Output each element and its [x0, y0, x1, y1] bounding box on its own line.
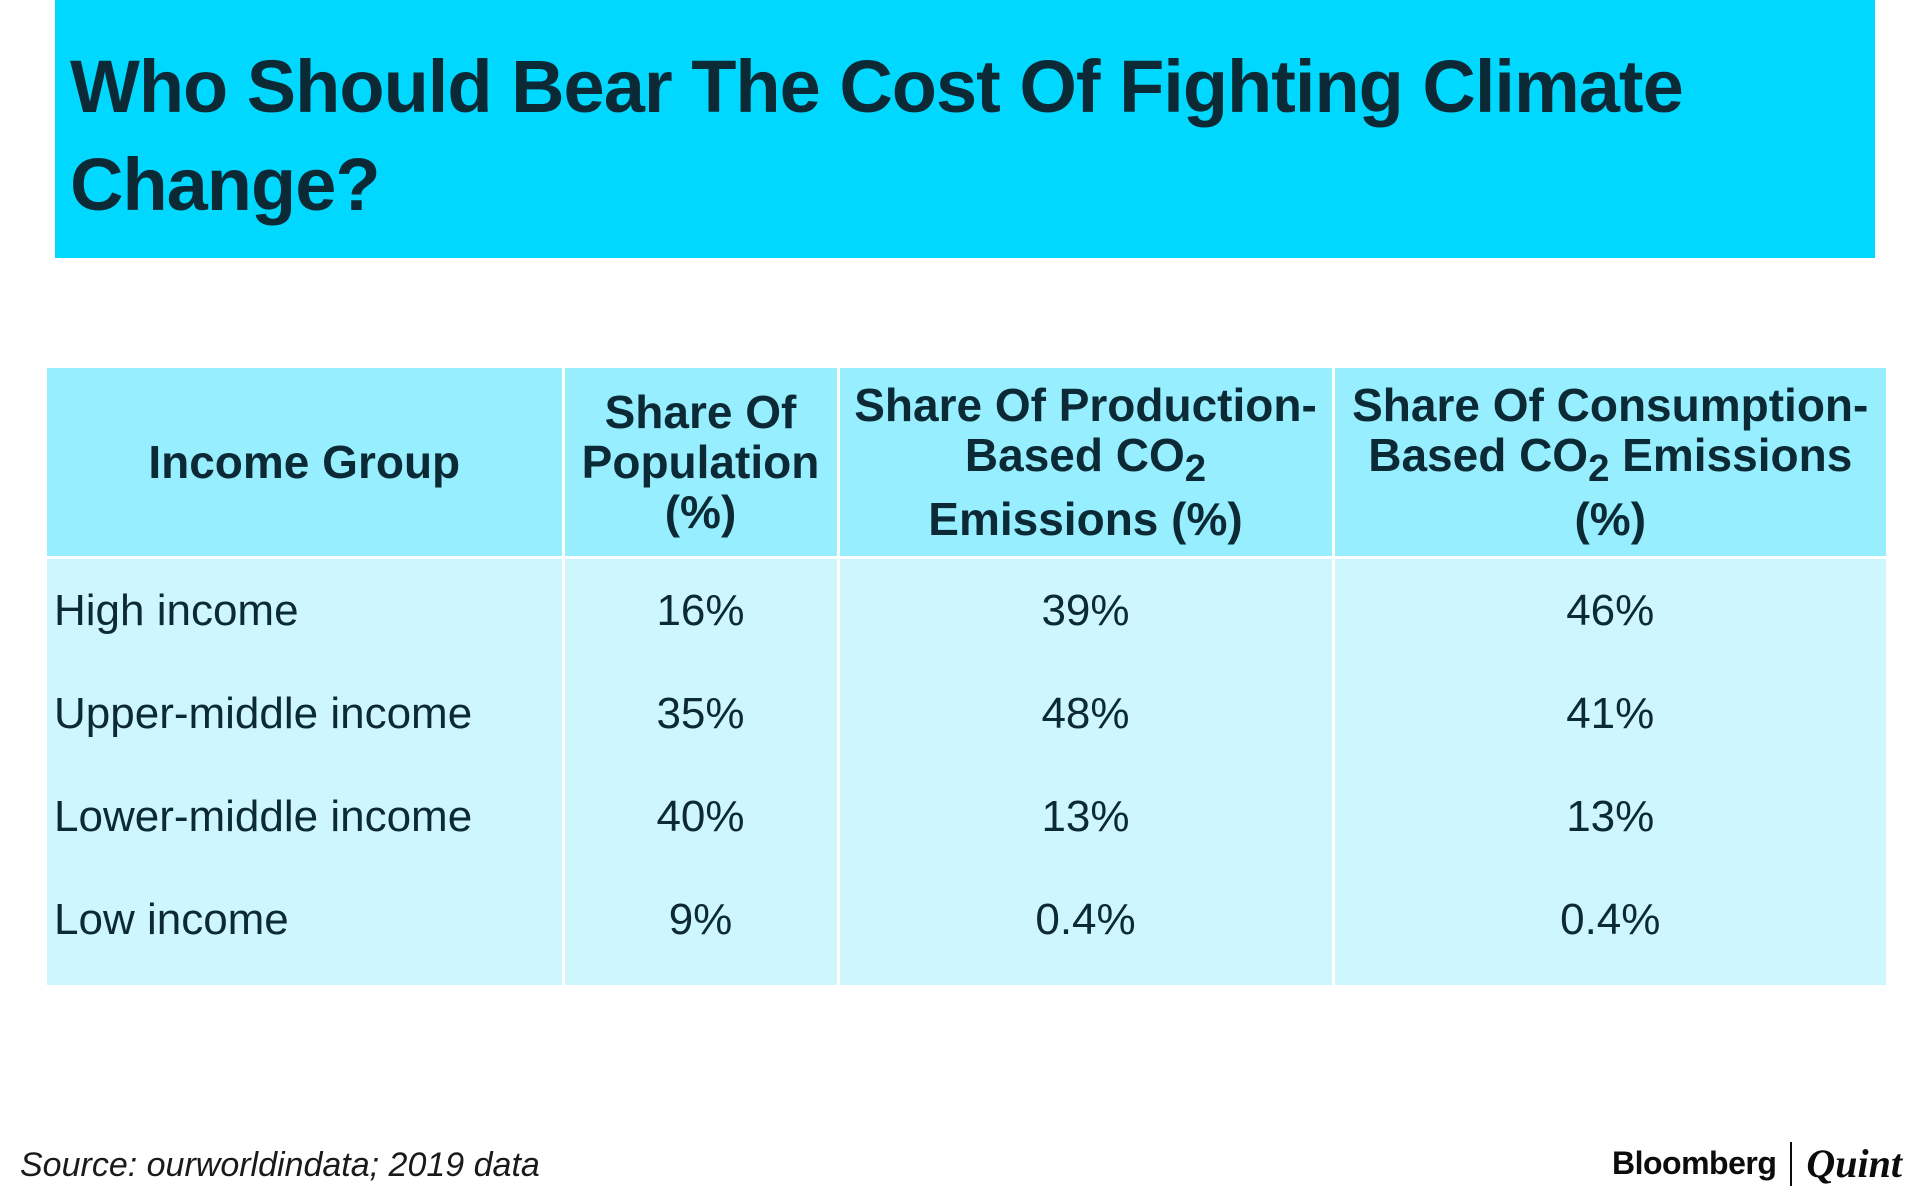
column-header-population: Share Of Population (%) — [563, 368, 840, 559]
brand-divider — [1790, 1141, 1793, 1186]
source-note: Source: ourworldindata; 2019 data — [20, 1146, 540, 1184]
cell-income-group: Low income — [47, 868, 565, 985]
table-row: Upper-middle income 35% 48% 41% — [47, 662, 1886, 765]
column-header-text: Share Of Population (%) — [581, 386, 820, 538]
column-header-production: Share Of Production-Based CO2 Emissions … — [838, 368, 1335, 559]
column-header-text: Emissions (%) — [928, 493, 1243, 546]
brand-quint: Quint — [1806, 1141, 1902, 1186]
title-band — [55, 0, 1875, 258]
cell-income-group: Upper-middle income — [47, 662, 565, 765]
cell-production: 48% — [838, 662, 1335, 765]
cell-income-group: High income — [47, 557, 565, 662]
subscript: 2 — [1588, 447, 1610, 491]
subscript: 2 — [1184, 447, 1207, 491]
cell-income-group: Lower-middle income — [47, 765, 565, 868]
column-header-text: Share Of Production-Based CO — [854, 378, 1317, 481]
cell-population: 40% — [563, 765, 840, 868]
cell-production: 39% — [838, 557, 1335, 662]
table-row: High income 16% 39% 46% — [47, 557, 1886, 662]
cell-production: 13% — [838, 765, 1335, 868]
brand-logo: Bloomberg Quint — [1612, 1140, 1902, 1187]
cell-population: 35% — [563, 662, 840, 765]
data-table: Income Group Share Of Population (%) Sha… — [47, 368, 1886, 985]
cell-production: 0.4% — [838, 868, 1335, 985]
column-header-text: Income Group — [148, 436, 461, 488]
table-row: Low income 9% 0.4% 0.4% — [47, 868, 1886, 985]
column-header-text: Share Of Consumption-Based CO — [1352, 378, 1869, 481]
cell-population: 9% — [563, 868, 840, 985]
cell-population: 16% — [563, 557, 840, 662]
cell-consumption: 41% — [1333, 662, 1886, 765]
chart-title: Who Should Bear The Cost Of Fighting Cli… — [70, 45, 1684, 226]
cell-consumption: 13% — [1333, 765, 1886, 868]
header-row: Income Group Share Of Population (%) Sha… — [47, 368, 1886, 559]
cell-consumption: 0.4% — [1333, 868, 1886, 985]
table-row: Lower-middle income 40% 13% 13% — [47, 765, 1886, 868]
column-header-income-group: Income Group — [47, 368, 565, 559]
column-header-consumption: Share Of Consumption-Based CO2 Emissions… — [1333, 368, 1886, 559]
brand-bloomberg: Bloomberg — [1612, 1145, 1777, 1181]
cell-consumption: 46% — [1333, 557, 1886, 662]
column-header-text: Emissions (%) — [1574, 428, 1853, 546]
